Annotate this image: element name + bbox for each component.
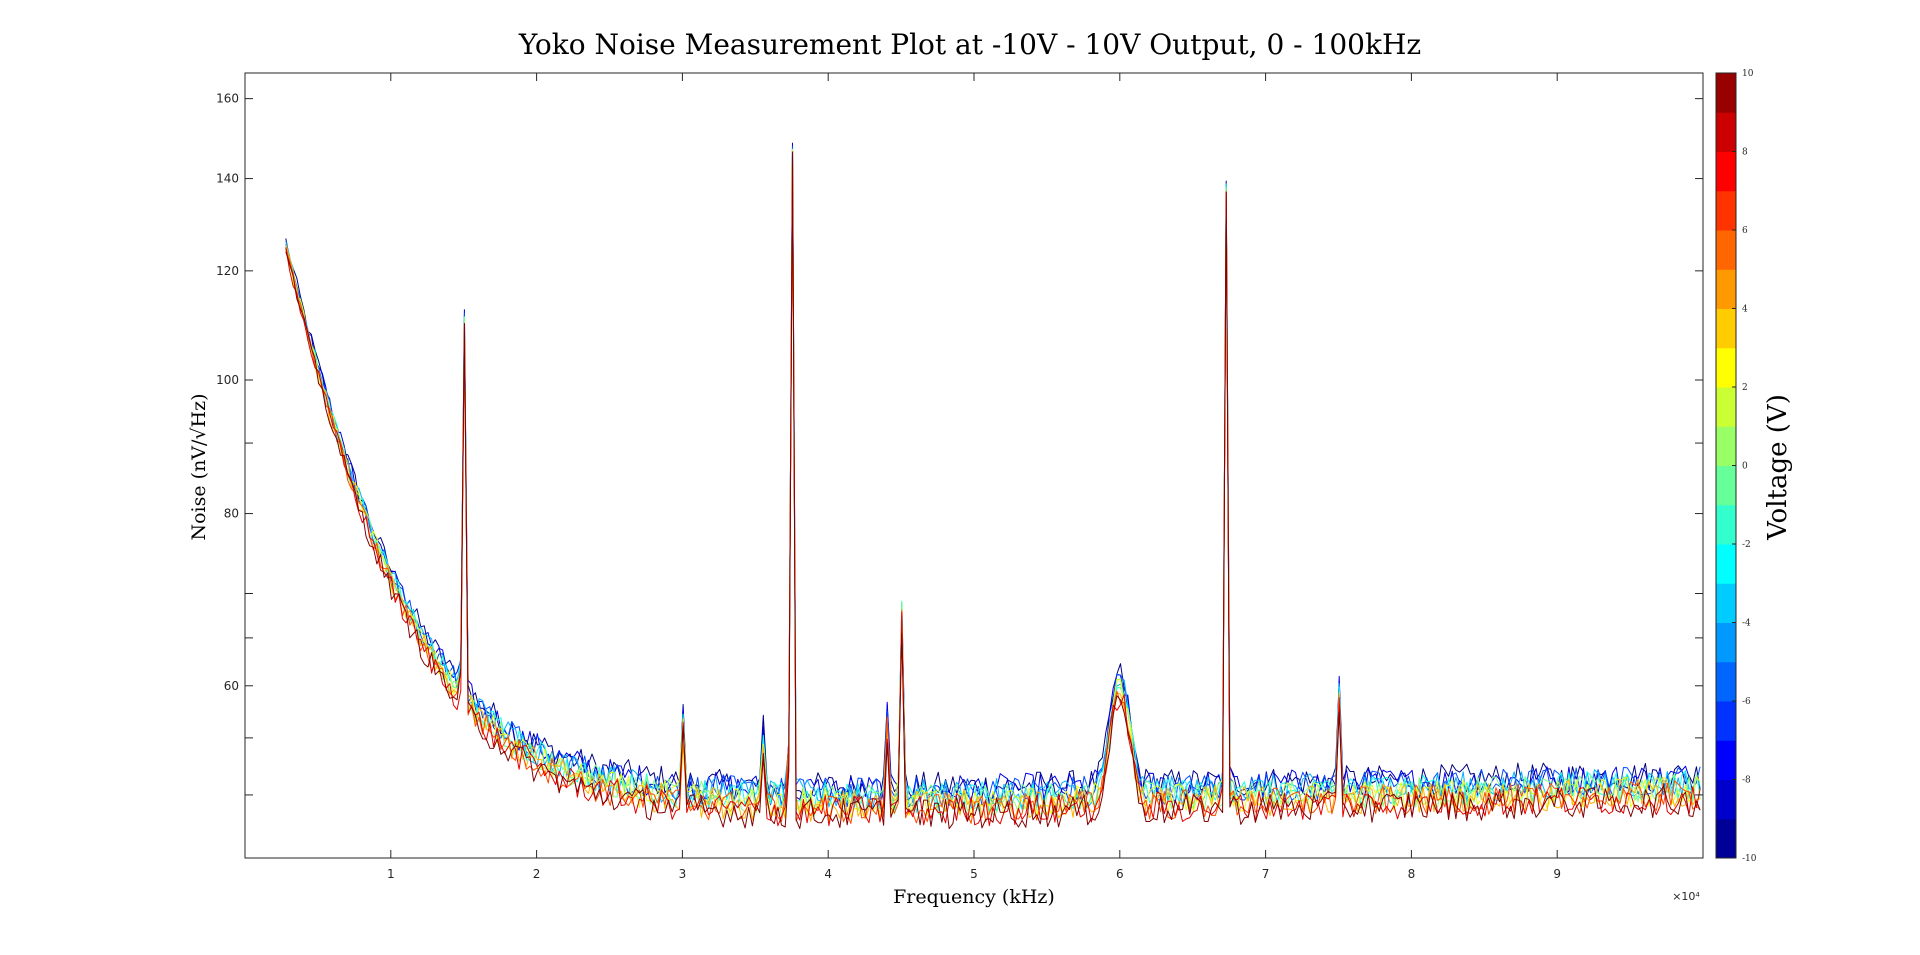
- colorbar-segment: [1716, 308, 1736, 349]
- colorbar-segment: [1716, 544, 1736, 584]
- colorbar-tick-label: -4: [1742, 619, 1751, 629]
- x-tick-label: 7: [1262, 867, 1270, 881]
- colorbar-tick-label: 4: [1742, 305, 1748, 315]
- series-line-10V: [285, 151, 1701, 830]
- y-tick-label: 120: [216, 264, 239, 278]
- colorbar-segment: [1716, 740, 1736, 780]
- colorbar-segment: [1716, 190, 1736, 231]
- colorbar-segment: [1716, 661, 1736, 702]
- x-tick-label: 8: [1408, 867, 1416, 881]
- colorbar-tick-label: -2: [1742, 540, 1751, 550]
- colorbar-tick-label: 0: [1742, 462, 1748, 472]
- axis-ticks: 1 2 3 4 5 6 7 8 9 60 80 100 120 140 160: [216, 73, 1703, 881]
- plot-frame: [244, 72, 1704, 859]
- colorbar-segment: [1716, 504, 1736, 545]
- colorbar-tick-label: -6: [1742, 697, 1751, 707]
- x-tick-label: 5: [970, 867, 978, 881]
- colorbar-segment: [1716, 779, 1736, 820]
- colorbar-segment: [1716, 818, 1736, 859]
- colorbar-tick-label: 10: [1742, 69, 1754, 79]
- x-tick-label: 9: [1553, 867, 1561, 881]
- chart-title: Yoko Noise Measurement Plot at -10V - 10…: [518, 28, 1421, 61]
- y-tick-label: 100: [216, 373, 239, 387]
- colorbar-tick-label: -8: [1742, 776, 1751, 786]
- colorbar-tick-label: 6: [1742, 226, 1748, 236]
- colorbar-segment: [1716, 583, 1736, 623]
- x-tick-label: 4: [824, 867, 832, 881]
- colorbar-segment: [1716, 701, 1736, 741]
- plot-area: 1 2 3 4 5 6 7 8 9 60 80 100 120 140 160: [216, 72, 1704, 881]
- x-tick-label: 3: [679, 867, 687, 881]
- y-tick-label: 160: [216, 92, 239, 106]
- y-tick-label: 60: [224, 679, 239, 693]
- y-tick-label: 140: [216, 172, 239, 186]
- colorbar-segment: [1716, 112, 1736, 152]
- colorbar-segment: [1716, 269, 1736, 309]
- colorbar: -10 -8 -6 -4 -2 0 2 4 6 8 10: [1715, 69, 1757, 864]
- colorbar-segment: [1716, 426, 1736, 466]
- x-tick-label: 1: [387, 867, 395, 881]
- colorbar-segment: [1716, 347, 1736, 388]
- colorbar-segment: [1716, 230, 1736, 270]
- x-tick-label: 6: [1116, 867, 1124, 881]
- series-line-6V: [285, 155, 1701, 824]
- x-axis-multiplier: ×10⁴: [1672, 890, 1700, 903]
- colorbar-tick-label: -10: [1742, 854, 1757, 864]
- series-line-8V: [285, 153, 1701, 827]
- colorbar-segment: [1716, 73, 1736, 113]
- colorbar-segment: [1716, 465, 1736, 506]
- colorbar-segment: [1716, 622, 1736, 663]
- x-tick-label: 2: [533, 867, 541, 881]
- colorbar-label: Voltage (V): [1763, 394, 1793, 541]
- x-axis-label: Frequency (kHz): [893, 886, 1055, 908]
- series-line-2V: [285, 149, 1701, 818]
- y-tick-label: 80: [224, 507, 239, 521]
- series-group: [285, 142, 1701, 830]
- colorbar-tick-label: 8: [1742, 148, 1748, 158]
- colorbar-segment: [1716, 151, 1736, 192]
- colorbar-tick-label: 2: [1742, 383, 1748, 393]
- y-axis-label: Noise (nV/√Hz): [188, 393, 210, 540]
- colorbar-segment: [1716, 387, 1736, 427]
